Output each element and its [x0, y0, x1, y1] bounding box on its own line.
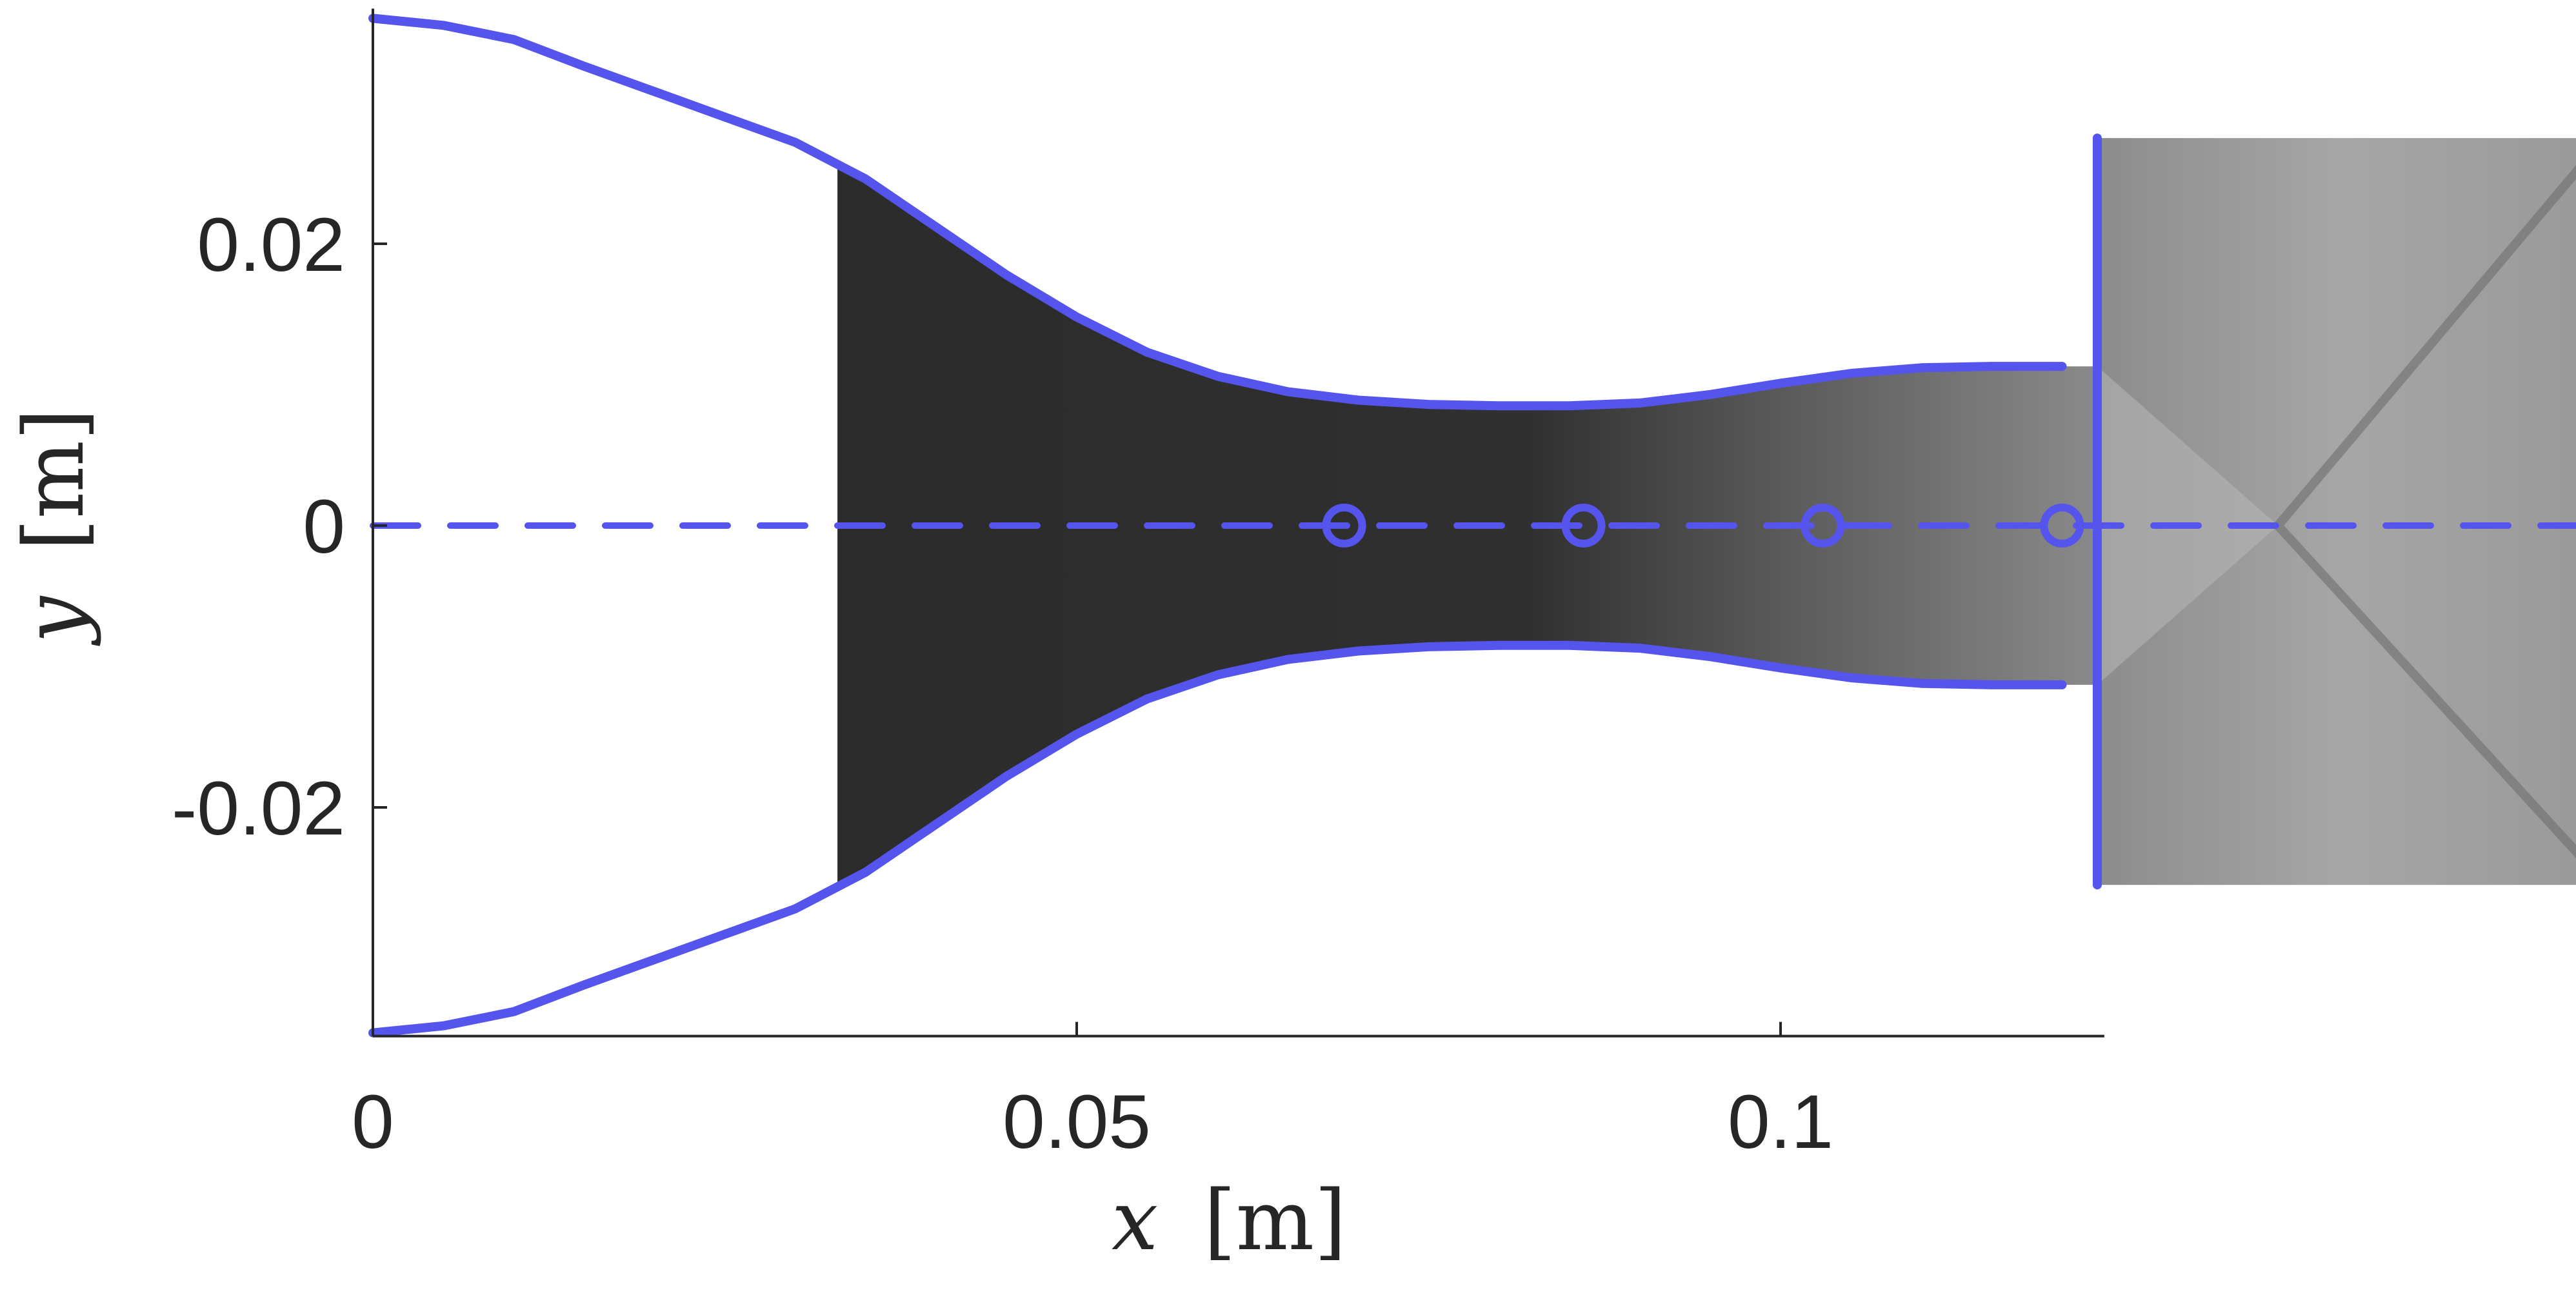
- series-upper-wall: [368, 14, 2067, 411]
- x-axis-label-unit: [m]: [1204, 1173, 1346, 1269]
- probe-marker: [1322, 504, 1366, 548]
- probe-marker: [1561, 504, 1606, 548]
- y-axis-label-var: y: [6, 595, 103, 646]
- series-lower-wall: [368, 640, 2067, 1038]
- series-layer: [368, 14, 2576, 1038]
- y-tick-label: -0.02: [172, 766, 345, 851]
- y-axis-label-unit: [m]: [6, 408, 103, 551]
- y-tick-label: 0: [303, 484, 345, 569]
- x-axis-label: x [m]: [1112, 1173, 1346, 1269]
- x-tick-label: 0: [352, 1080, 394, 1165]
- marker-layer: [1322, 504, 2084, 548]
- x-tick-label: 0.1: [1728, 1080, 1833, 1165]
- schlieren-image-layer: [837, 138, 2576, 887]
- y-axis-label: y [m]: [6, 408, 103, 646]
- x-tick-label: 0.05: [1003, 1080, 1151, 1165]
- probe-marker: [1801, 504, 1845, 548]
- axes-layer: 0 0.05 0.1 0.02 0 -0.02: [172, 8, 2104, 1165]
- y-tick-label: 0.02: [197, 202, 345, 288]
- jet-shock-lines: [2274, 165, 2576, 858]
- x-axis-label-var: x: [1112, 1173, 1158, 1269]
- probe-marker: [2040, 504, 2084, 548]
